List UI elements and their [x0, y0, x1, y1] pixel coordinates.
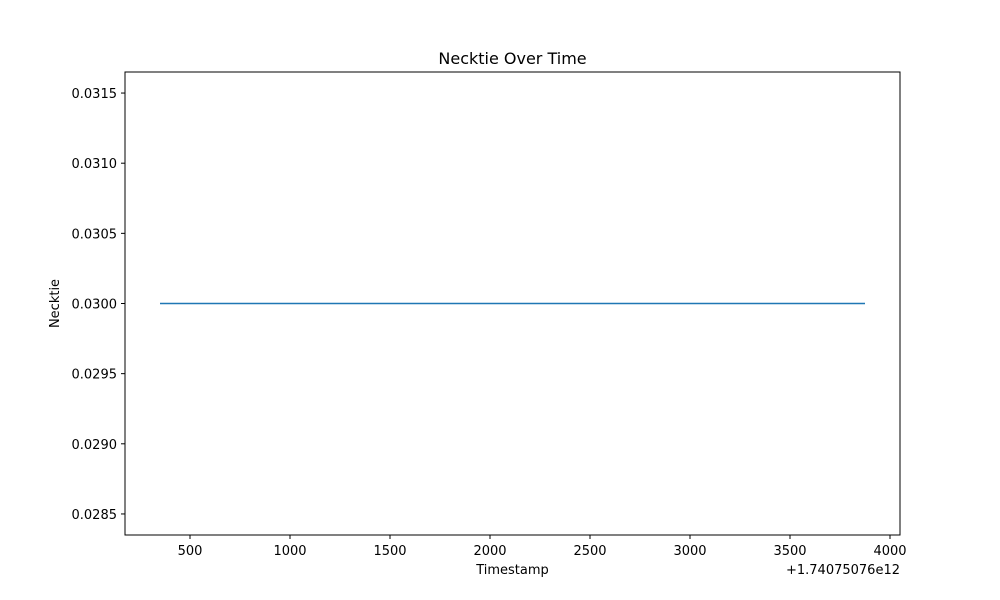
x-axis: 500 1000 1500 2000 2500 3000 3500 4000: [178, 535, 907, 559]
y-tick-label: 0.0290: [72, 438, 118, 453]
y-axis: 0.0285 0.0290 0.0295 0.0300 0.0305 0.0310 0.03…: [72, 87, 125, 523]
x-tick-label: 3500: [773, 544, 806, 559]
y-tick-label: 0.0285: [72, 508, 118, 523]
y-axis-label: Necktie: [48, 279, 63, 328]
x-tick-label: 1000: [273, 544, 306, 559]
x-tick-label: 3000: [673, 544, 706, 559]
x-tick-label: 1500: [373, 544, 406, 559]
y-tick-label: 0.0305: [72, 227, 118, 242]
x-axis-label: Timestamp: [475, 563, 549, 578]
x-tick-label: 4000: [873, 544, 906, 559]
y-tick-label: 0.0310: [72, 157, 118, 172]
y-tick-label: 0.0295: [72, 368, 118, 383]
x-tick-label: 2500: [573, 544, 606, 559]
y-tick-label: 0.0300: [72, 298, 118, 313]
chart-title: Necktie Over Time: [438, 49, 586, 68]
plot-frame: [124, 71, 901, 536]
x-tick-label: 2000: [473, 544, 506, 559]
y-tick-label: 0.0315: [72, 87, 118, 102]
x-axis-offset-label: +1.74075076e12: [786, 563, 900, 578]
x-tick-label: 500: [178, 544, 203, 559]
